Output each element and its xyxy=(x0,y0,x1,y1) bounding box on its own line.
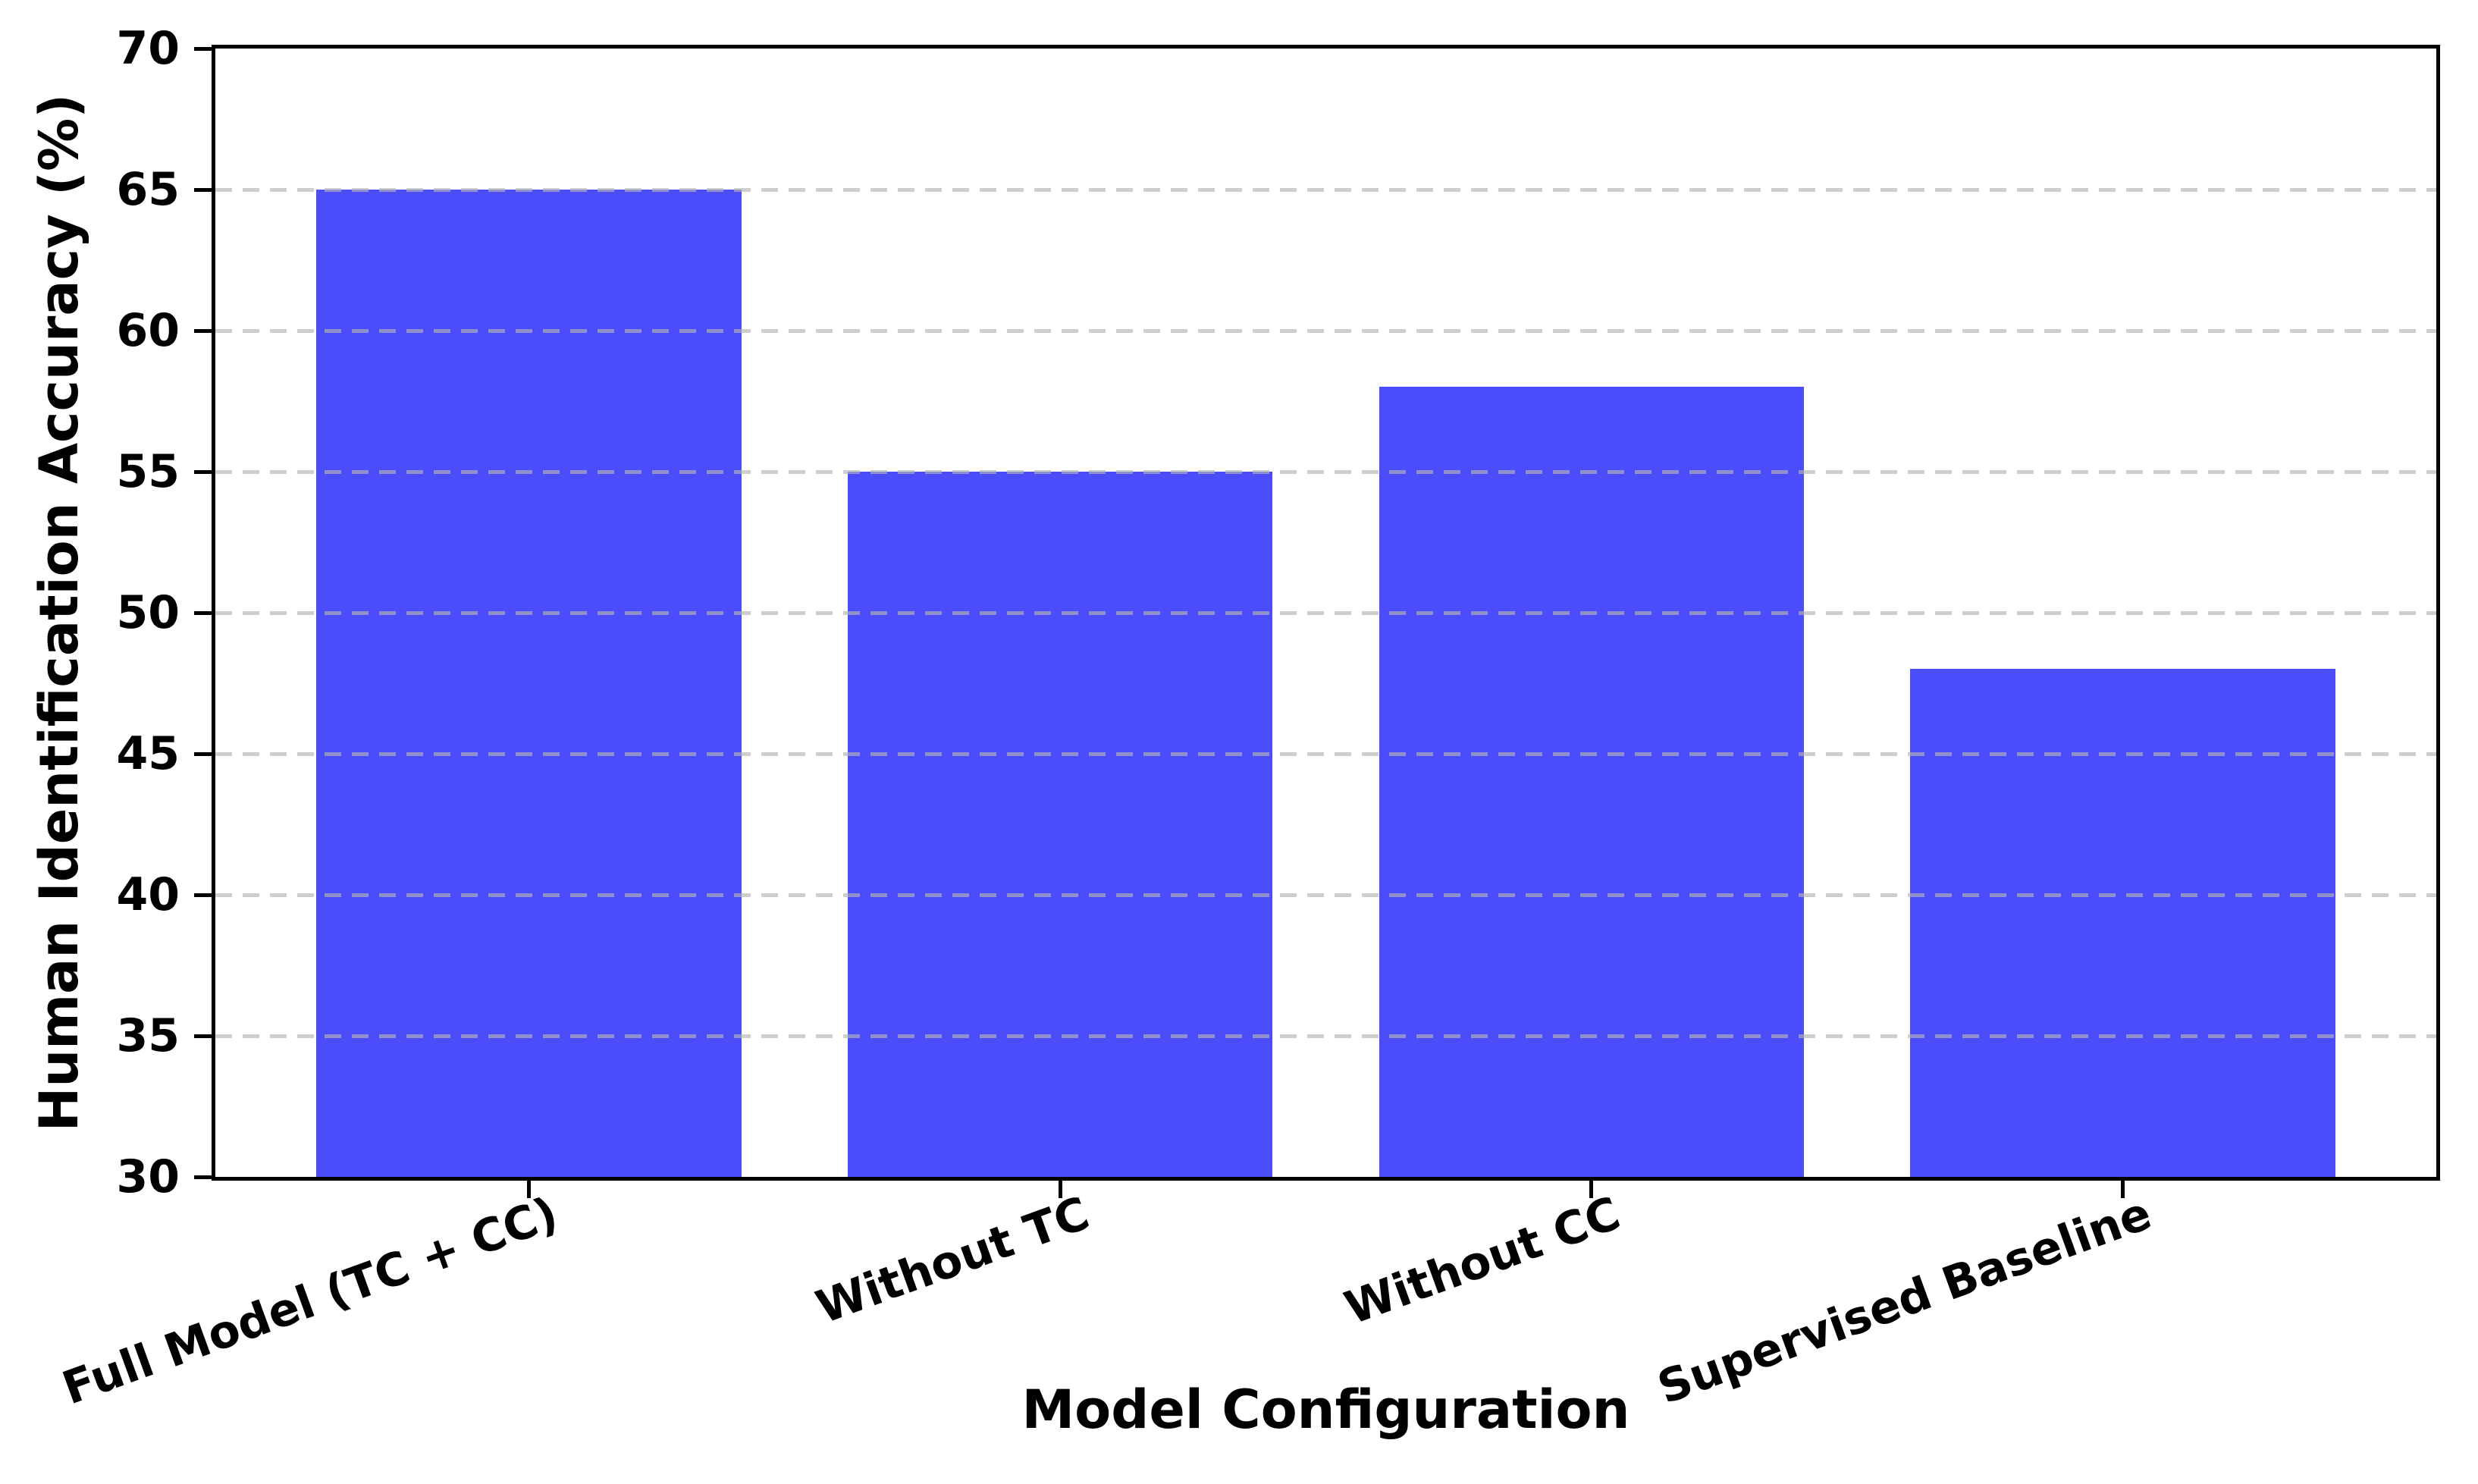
x-tick-mark xyxy=(526,1181,531,1198)
y-tick-mark xyxy=(194,469,212,474)
y-tick-mark xyxy=(194,751,212,756)
y-tick-label: 60 xyxy=(116,304,180,357)
y-tick-label: 55 xyxy=(116,445,180,498)
y-tick-label: 65 xyxy=(116,163,180,216)
y-tick-label: 30 xyxy=(116,1150,180,1203)
y-axis-label: Human Identification Accuracy (%) xyxy=(28,93,90,1132)
x-tick-mark xyxy=(1589,1181,1594,1198)
gridline xyxy=(215,469,2436,474)
y-tick-mark xyxy=(194,1034,212,1038)
bar xyxy=(1379,387,1805,1177)
gridline xyxy=(215,1034,2436,1038)
y-tick-label: 50 xyxy=(116,586,180,639)
x-tick-mark xyxy=(1058,1181,1062,1198)
plot-area: 30 35 40 45 50 55 60 65 70 Full Model (TC + CC) W… xyxy=(55,26,2440,1438)
bar xyxy=(847,472,1273,1177)
gridline xyxy=(215,893,2436,897)
y-tick-mark xyxy=(194,328,212,333)
x-tick-label: Supervised Baseline xyxy=(1651,1187,2159,1415)
gridline xyxy=(215,610,2436,615)
y-tick-label: 45 xyxy=(116,727,180,780)
y-tick-mark xyxy=(194,187,212,192)
x-tick-label: Full Model (TC + CC) xyxy=(55,1187,565,1416)
x-axis-label: Model Configuration xyxy=(1021,1379,1630,1441)
gridline xyxy=(215,751,2436,756)
bar xyxy=(1910,669,2335,1177)
gridline xyxy=(215,328,2436,333)
y-tick-mark xyxy=(194,46,212,51)
y-tick-mark xyxy=(194,610,212,615)
y-tick-mark xyxy=(194,1175,212,1179)
y-tick-mark xyxy=(194,893,212,897)
x-tick-label: Without CC xyxy=(1338,1187,1627,1335)
y-tick-label: 40 xyxy=(116,868,180,921)
bar xyxy=(316,190,742,1177)
y-tick-label: 35 xyxy=(116,1009,180,1062)
x-tick-label: Without TC xyxy=(809,1187,1096,1335)
gridline xyxy=(215,187,2436,192)
y-tick-label: 70 xyxy=(116,22,180,75)
x-tick-mark xyxy=(2121,1181,2125,1198)
